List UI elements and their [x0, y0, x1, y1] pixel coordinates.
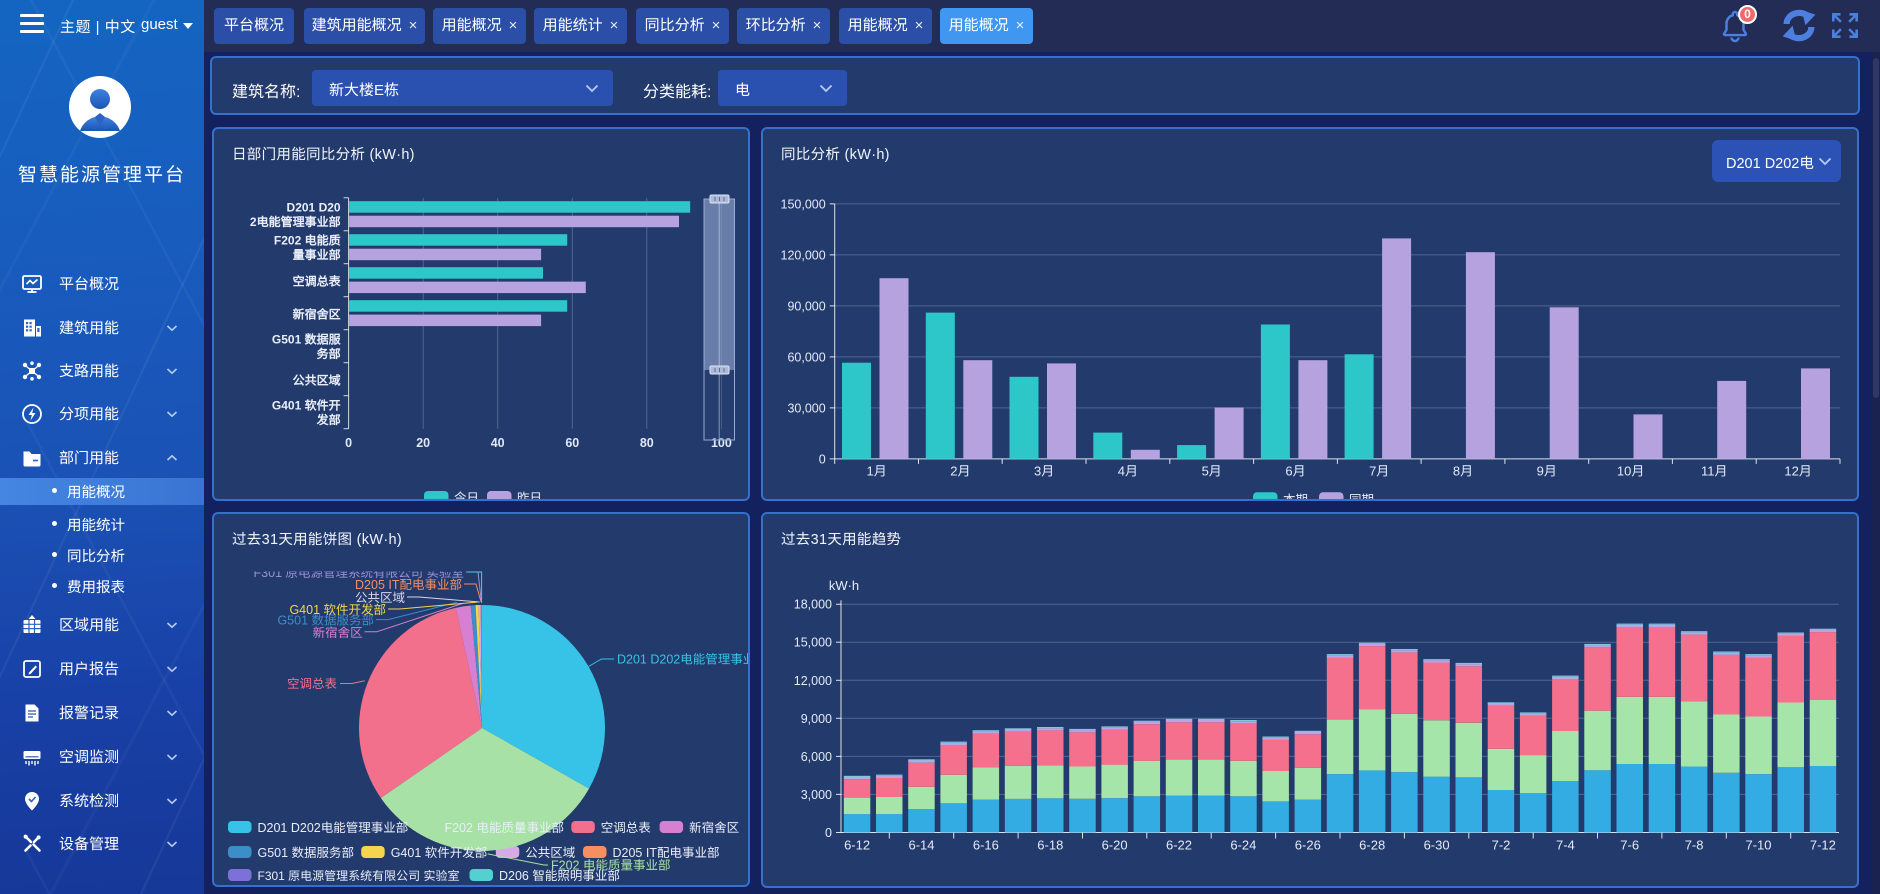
svg-text:G501 数据服务部: G501 数据服务部	[277, 614, 374, 628]
svg-text:7-2: 7-2	[1492, 838, 1511, 853]
svg-text:G501 数据服: G501 数据服	[272, 333, 342, 347]
svg-text:6-24: 6-24	[1230, 838, 1256, 853]
svg-text:3月: 3月	[1034, 464, 1054, 479]
svg-text:9月: 9月	[1537, 464, 1557, 479]
svg-text:18,000: 18,000	[794, 598, 832, 612]
svg-text:0: 0	[825, 826, 832, 840]
svg-text:7月: 7月	[1369, 464, 1389, 479]
svg-text:20: 20	[416, 436, 430, 450]
svg-text:3,000: 3,000	[801, 788, 832, 802]
svg-text:发部: 发部	[316, 413, 341, 427]
svg-text:6-14: 6-14	[908, 838, 934, 853]
svg-text:空调总表: 空调总表	[601, 821, 652, 835]
svg-text:G401 软件开: G401 软件开	[272, 399, 341, 413]
svg-text:30,000: 30,000	[787, 401, 825, 415]
svg-text:D201 D20: D201 D20	[287, 201, 341, 215]
svg-text:空调总表: 空调总表	[293, 275, 342, 289]
svg-text:新宿舍区: 新宿舍区	[293, 308, 341, 322]
svg-text:60,000: 60,000	[787, 350, 825, 364]
svg-text:G401 软件开发部: G401 软件开发部	[391, 846, 488, 860]
svg-text:D205 IT配电事业部: D205 IT配电事业部	[613, 846, 720, 860]
svg-text:务部: 务部	[317, 347, 341, 361]
svg-text:6-12: 6-12	[844, 838, 870, 853]
svg-text:7-6: 7-6	[1620, 838, 1639, 853]
svg-text:1月: 1月	[866, 464, 886, 479]
svg-text:同期: 同期	[1349, 493, 1374, 501]
svg-text:80: 80	[640, 436, 654, 450]
svg-text:6-16: 6-16	[973, 838, 999, 853]
svg-text:6,000: 6,000	[801, 750, 832, 764]
svg-text:12,000: 12,000	[794, 674, 832, 688]
svg-text:空调总表: 空调总表	[287, 677, 338, 691]
svg-text:D206 智能照明事业部: D206 智能照明事业部	[499, 869, 620, 883]
svg-text:5月: 5月	[1202, 464, 1222, 479]
svg-text:新宿舍区: 新宿舍区	[689, 821, 739, 835]
svg-text:F301 原电源管理系统有限公司 实验室: F301 原电源管理系统有限公司 实验室	[258, 869, 460, 883]
svg-text:150,000: 150,000	[781, 197, 826, 211]
svg-text:12月: 12月	[1784, 464, 1811, 479]
svg-text:F202 电能质量事业部: F202 电能质量事业部	[445, 821, 564, 835]
svg-text:昨日: 昨日	[517, 491, 542, 501]
svg-text:7-8: 7-8	[1685, 838, 1704, 853]
svg-text:kW·h: kW·h	[829, 578, 859, 593]
svg-text:6-30: 6-30	[1424, 838, 1450, 853]
svg-text:10月: 10月	[1617, 464, 1644, 479]
svg-text:2电能管理事业部: 2电能管理事业部	[250, 215, 341, 229]
svg-text:公共区域: 公共区域	[293, 374, 341, 388]
svg-text:D205 IT配电事业部: D205 IT配电事业部	[355, 578, 462, 592]
svg-text:新宿舍区: 新宿舍区	[313, 626, 363, 640]
svg-text:6-18: 6-18	[1037, 838, 1063, 853]
svg-text:公共区域: 公共区域	[355, 591, 405, 605]
svg-text:量事业部: 量事业部	[293, 248, 341, 262]
svg-text:8月: 8月	[1453, 464, 1473, 479]
svg-text:本期: 本期	[1283, 493, 1308, 501]
svg-text:G501 数据服务部: G501 数据服务部	[258, 846, 355, 860]
svg-text:15,000: 15,000	[794, 636, 832, 650]
svg-text:6-20: 6-20	[1102, 838, 1128, 853]
svg-text:4月: 4月	[1118, 464, 1138, 479]
svg-text:6-28: 6-28	[1359, 838, 1385, 853]
svg-text:120,000: 120,000	[781, 248, 826, 262]
svg-text:100: 100	[711, 436, 732, 450]
svg-text:90,000: 90,000	[787, 299, 825, 313]
svg-text:6月: 6月	[1285, 464, 1305, 479]
svg-text:0: 0	[819, 452, 826, 466]
svg-text:D201 D202电能管理事业部: D201 D202电能管理事业部	[258, 821, 409, 835]
svg-text:11月: 11月	[1701, 464, 1728, 479]
svg-text:40: 40	[491, 436, 505, 450]
svg-text:6-22: 6-22	[1166, 838, 1192, 853]
svg-text:7-12: 7-12	[1810, 838, 1836, 853]
svg-text:9,000: 9,000	[801, 712, 832, 726]
svg-text:D201 D202电能管理事业部: D201 D202电能管理事业部	[617, 653, 750, 667]
svg-text:0: 0	[345, 436, 352, 450]
svg-text:2月: 2月	[950, 464, 970, 479]
svg-text:60: 60	[565, 436, 579, 450]
svg-text:F202 电能质量事业部: F202 电能质量事业部	[551, 859, 670, 873]
svg-text:6-26: 6-26	[1295, 838, 1321, 853]
svg-text:7-10: 7-10	[1745, 838, 1771, 853]
svg-text:今日: 今日	[454, 491, 479, 501]
svg-text:公共区域: 公共区域	[525, 846, 575, 860]
svg-text:G401 软件开发部: G401 软件开发部	[289, 603, 386, 617]
svg-text:F202 电能质: F202 电能质	[274, 234, 341, 248]
svg-text:7-4: 7-4	[1556, 838, 1575, 853]
